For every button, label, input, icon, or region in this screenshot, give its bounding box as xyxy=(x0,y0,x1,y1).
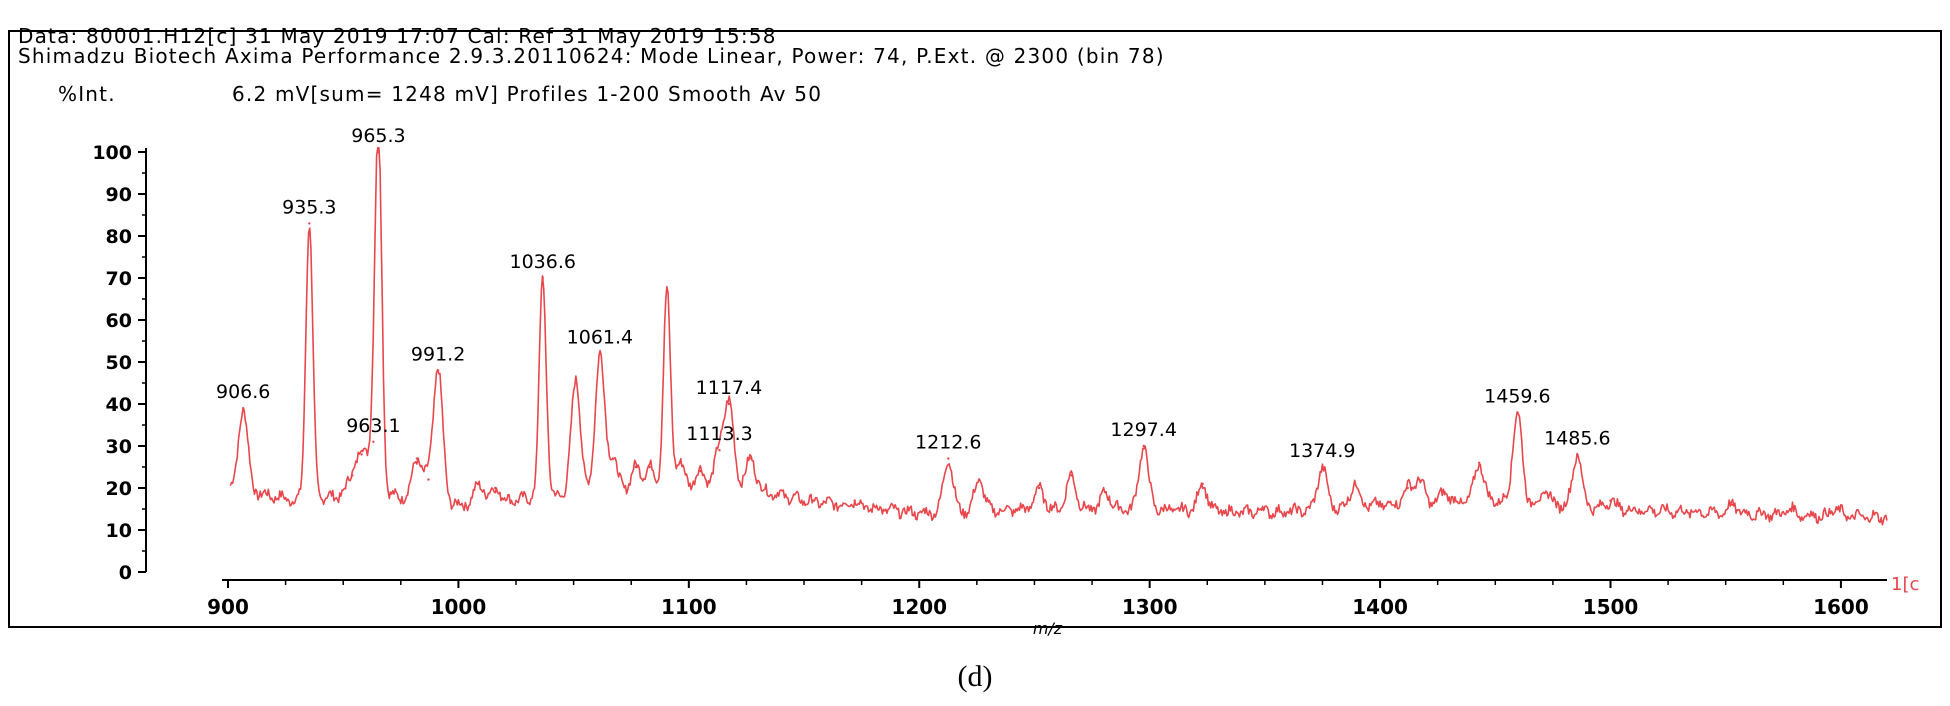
peak-label: 1036.6 xyxy=(510,251,576,273)
peak-point xyxy=(1576,453,1579,456)
axes: 0 10 20 30 40 50 60 70 80 90 100 900 1000 1100 1200 130… xyxy=(92,142,1919,638)
peak-point xyxy=(1353,482,1356,485)
peak-point xyxy=(436,369,440,372)
peak-point xyxy=(1142,444,1145,448)
peak-label: 963.1 xyxy=(346,415,400,437)
peak-point xyxy=(494,486,497,490)
peak-point xyxy=(1609,499,1612,502)
peak-point xyxy=(1201,482,1204,485)
x-tick-label: 1000 xyxy=(431,595,487,619)
y-tick-label: 40 xyxy=(106,394,132,416)
peak-point xyxy=(372,440,375,443)
peak-point xyxy=(1477,461,1481,464)
y-axis-unit-label: %Int. xyxy=(58,82,116,106)
peak-point xyxy=(1321,465,1324,469)
x-tick-label: 1100 xyxy=(661,595,717,619)
peak-point xyxy=(977,478,981,481)
peak-label: 991.2 xyxy=(411,343,465,365)
peak-point xyxy=(360,453,363,456)
instrument-info-line: Shimadzu Biotech Axima Performance 2.9.3… xyxy=(18,44,1165,68)
peak-point xyxy=(947,457,950,460)
peak-point xyxy=(1406,486,1409,490)
peak-point xyxy=(665,289,669,292)
peak-label: 1459.6 xyxy=(1484,385,1550,407)
peak-labels: 906.6 935.3 963.1 965.3 991.2 1036.6 1061.4 111… xyxy=(216,125,1611,462)
peak-point xyxy=(427,478,430,481)
data-info-line: Data: 80001.H12[c] 31 May 2019 17:07 Cal… xyxy=(18,24,777,48)
acquisition-info: 6.2 mV[sum= 1248 mV] Profiles 1-200 Smoo… xyxy=(232,82,823,106)
peak-point xyxy=(648,465,651,469)
figure-caption: (d) xyxy=(957,660,993,693)
peak-label: 1212.6 xyxy=(915,432,981,454)
peak-point xyxy=(1104,491,1108,494)
peak-point xyxy=(574,377,578,380)
spectrum-trace xyxy=(229,147,1888,526)
peak-point xyxy=(1037,486,1041,490)
chart-frame xyxy=(8,30,1942,628)
peak-label: 906.6 xyxy=(216,381,270,403)
peak-label: 965.3 xyxy=(351,125,405,147)
x-tick-label: 1600 xyxy=(1813,595,1869,619)
peak-point xyxy=(1544,491,1548,494)
peak-point xyxy=(1835,507,1838,511)
right-edge-label: 1[c xyxy=(1891,574,1919,595)
peak-label: 1297.4 xyxy=(1110,419,1176,441)
peak-point xyxy=(598,352,602,355)
peak-point xyxy=(351,474,354,477)
peak-point xyxy=(1261,507,1264,511)
peak-point xyxy=(1443,491,1446,494)
y-tick-label: 80 xyxy=(106,226,132,248)
y-tick-label: 60 xyxy=(106,310,132,332)
peak-point xyxy=(634,465,638,469)
peak-point xyxy=(1418,478,1421,481)
peak-point xyxy=(718,449,721,452)
peak-point xyxy=(678,461,681,464)
y-tick-label: 30 xyxy=(106,436,132,458)
peak-label: 1117.4 xyxy=(696,377,762,399)
peak-label: 1061.4 xyxy=(567,327,633,349)
peak-point xyxy=(415,457,419,460)
peak-point xyxy=(727,402,731,406)
x-tick-label: 1300 xyxy=(1122,595,1178,619)
peak-point xyxy=(541,276,544,280)
peak-point xyxy=(1731,503,1734,506)
peak-point xyxy=(477,482,481,485)
y-tick-label: 10 xyxy=(106,520,132,542)
peak-point xyxy=(377,150,380,154)
x-tick-label: 900 xyxy=(207,595,249,619)
y-tick-label: 50 xyxy=(106,352,132,374)
x-tick-label: 1200 xyxy=(891,595,947,619)
y-tick-label: 90 xyxy=(106,184,132,206)
peak-point xyxy=(1516,411,1519,414)
peak-point xyxy=(242,407,245,410)
peak-point xyxy=(1070,474,1073,477)
x-axis-title: m/z xyxy=(1033,619,1063,638)
peak-label: 1374.9 xyxy=(1289,440,1355,462)
spectrum-trace-group xyxy=(229,147,1888,526)
y-tick-label: 70 xyxy=(106,268,132,290)
peak-point xyxy=(1789,507,1792,511)
y-tick-label: 0 xyxy=(119,562,132,584)
peak-point xyxy=(749,457,753,460)
x-tick-label: 1400 xyxy=(1352,595,1408,619)
peak-point xyxy=(699,470,702,473)
peak-point xyxy=(611,457,614,460)
peak-point xyxy=(853,499,856,502)
peak-label: 1113.3 xyxy=(686,423,752,445)
y-tick-label: 100 xyxy=(92,142,132,164)
x-tick-label: 1500 xyxy=(1583,595,1639,619)
y-tick-label: 20 xyxy=(106,478,132,500)
peak-label: 1485.6 xyxy=(1544,427,1610,449)
peak-label: 935.3 xyxy=(282,196,336,218)
peak-point xyxy=(308,222,311,225)
